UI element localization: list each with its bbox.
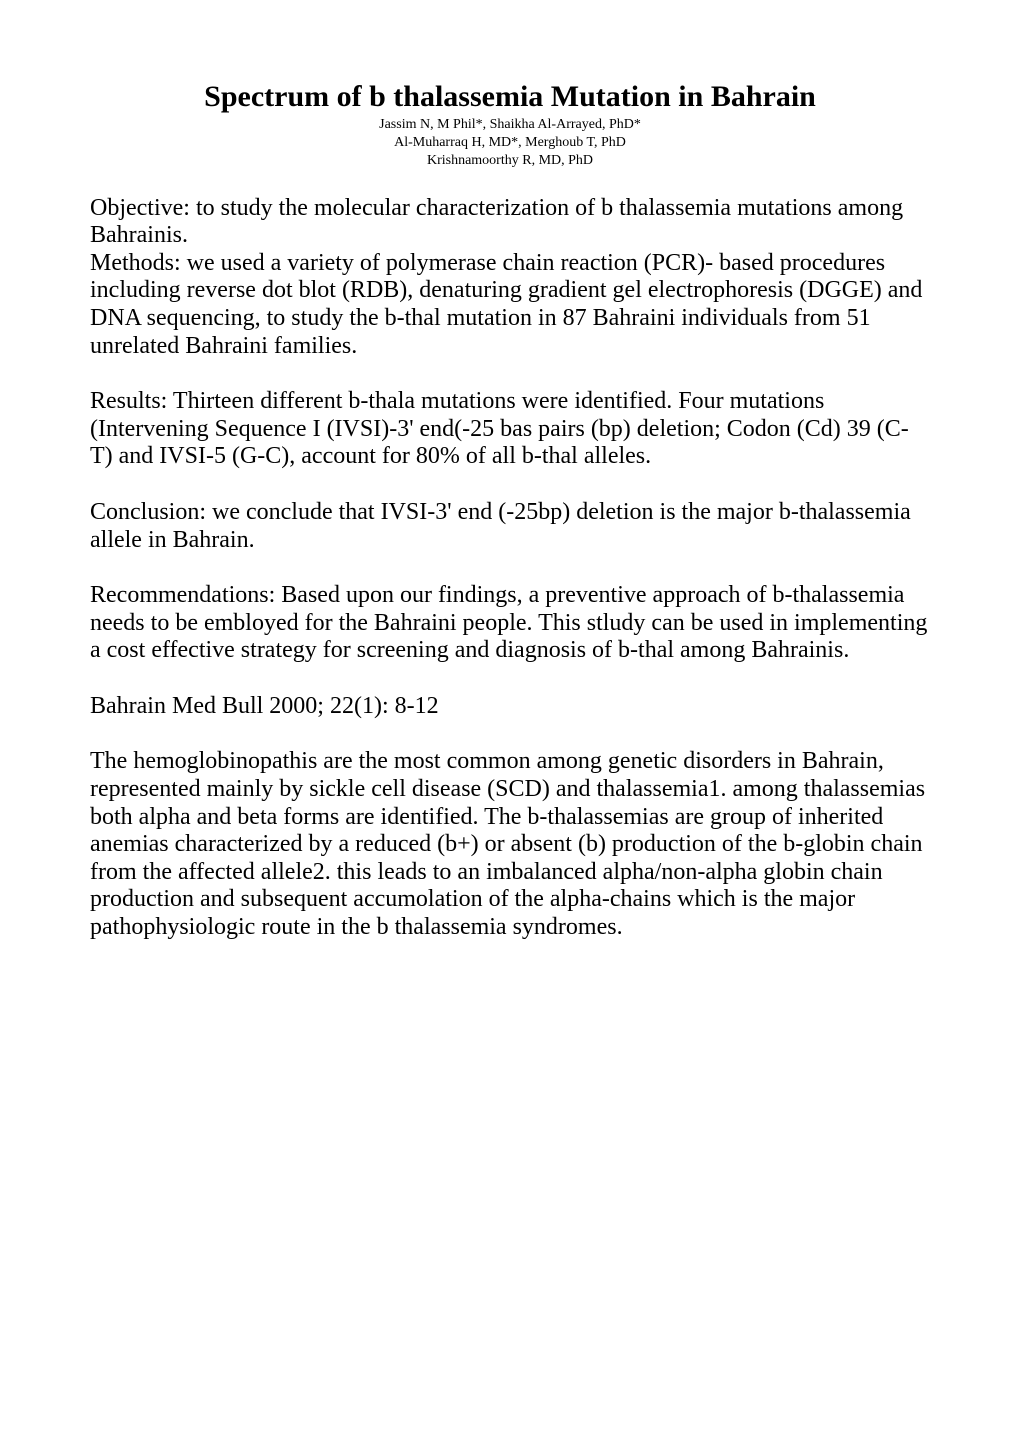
recommendations-paragraph: Recommendations: Based upon our findings… bbox=[90, 582, 930, 665]
results-paragraph: Results: Thirteen different b-thala muta… bbox=[90, 388, 930, 471]
intro-paragraph: The hemoglobinopathis are the most commo… bbox=[90, 748, 930, 941]
citation-line: Bahrain Med Bull 2000; 22(1): 8-12 bbox=[90, 693, 930, 721]
conclusion-paragraph: Conclusion: we conclude that IVSI-3' end… bbox=[90, 499, 930, 554]
authors-line-3: Krishnamoorthy R, MD, PhD bbox=[90, 152, 930, 170]
paper-title: Spectrum of b thalassemia Mutation in Ba… bbox=[90, 80, 930, 114]
objective-methods-paragraph: Objective: to study the molecular charac… bbox=[90, 195, 930, 361]
authors-block: Jassim N, M Phil*, Shaikha Al-Arrayed, P… bbox=[90, 116, 930, 171]
body-text: Objective: to study the molecular charac… bbox=[90, 195, 930, 942]
authors-line-2: Al-Muharraq H, MD*, Merghoub T, PhD bbox=[90, 134, 930, 152]
authors-line-1: Jassim N, M Phil*, Shaikha Al-Arrayed, P… bbox=[90, 116, 930, 134]
